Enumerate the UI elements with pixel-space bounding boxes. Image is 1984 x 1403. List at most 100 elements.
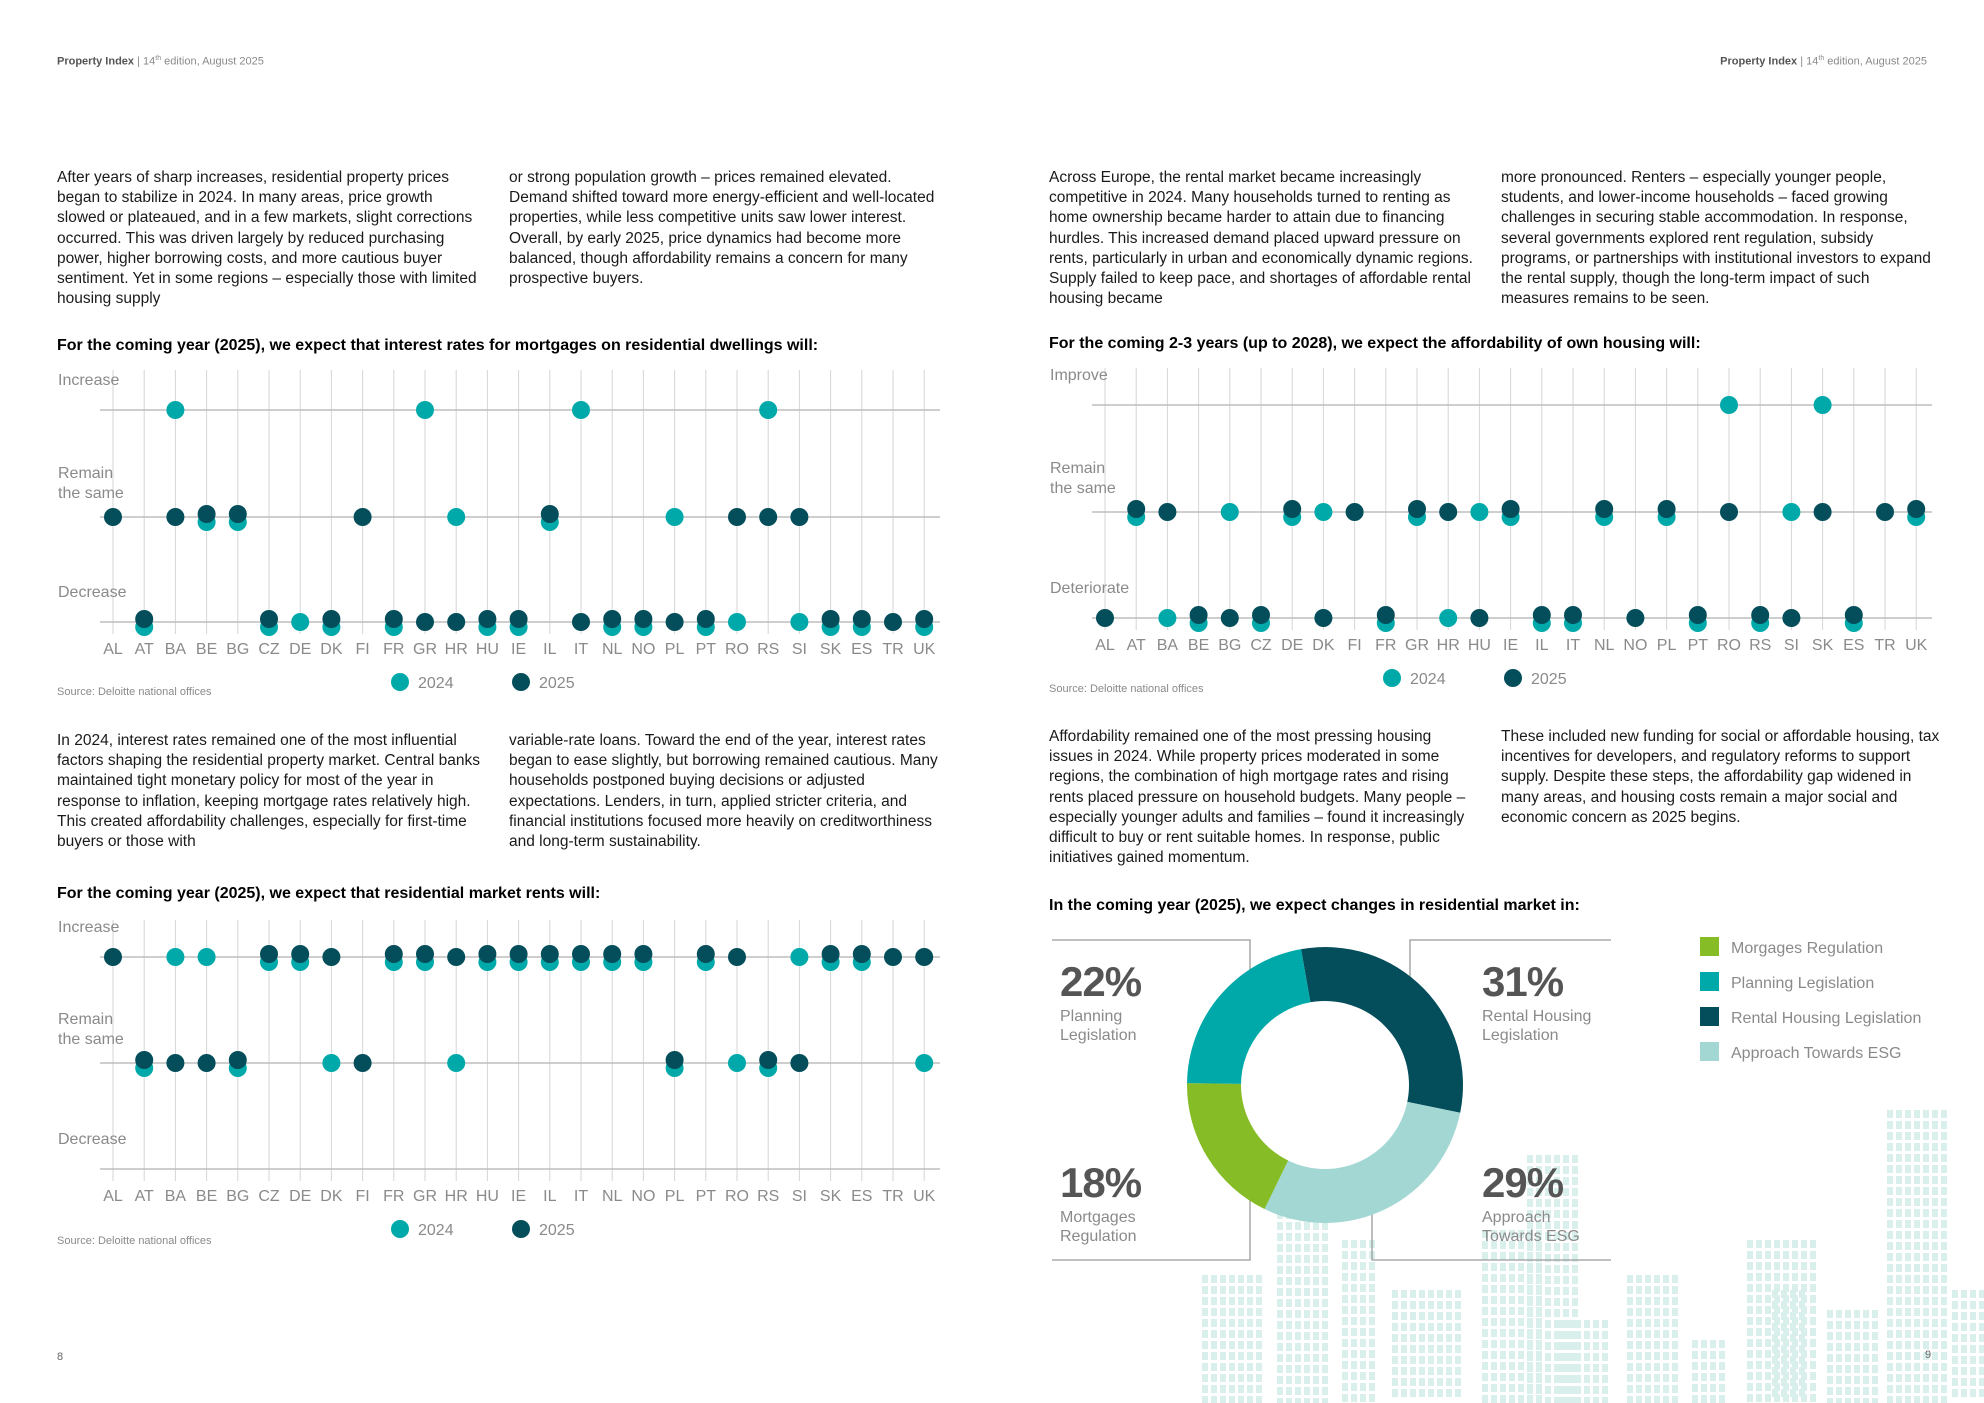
category-label-ie: IE xyxy=(1503,637,1518,654)
donut-slice-approach-towards-esg xyxy=(1264,1101,1461,1223)
dot-2025-ie xyxy=(509,945,528,963)
donut-slice-planning-legislation xyxy=(1187,949,1311,1084)
legend-label-2025: 2025 xyxy=(539,675,575,692)
dot-2025-ro xyxy=(1720,503,1738,521)
dot-2024-hr xyxy=(1439,609,1458,627)
category-label-no: NO xyxy=(631,1188,655,1205)
dot-2025-cz xyxy=(260,610,278,628)
category-label-sk: SK xyxy=(820,1188,842,1205)
dot-2025-fi xyxy=(353,1054,372,1072)
dot-2025-no xyxy=(1626,609,1645,627)
category-label-si: SI xyxy=(1784,637,1799,654)
skyline-building xyxy=(1392,1290,1461,1397)
legend-label-2025: 2025 xyxy=(1531,671,1567,688)
category-label-sk: SK xyxy=(1812,637,1834,654)
category-label-nl: NL xyxy=(602,641,623,658)
chart-title-rents: For the coming year (2025), we expect th… xyxy=(57,885,601,902)
dot-2024-ba xyxy=(166,401,185,419)
legend-dot-2025 xyxy=(512,1220,530,1238)
callout-pct-mortgages: 18% xyxy=(1060,1159,1142,1206)
level-label-remain-the-same: Remain the same xyxy=(58,465,124,502)
dot-2025-pt xyxy=(1688,606,1707,624)
category-label-uk: UK xyxy=(913,1188,936,1205)
city-skyline-decoration xyxy=(1202,1110,1984,1403)
category-label-be: BE xyxy=(196,1188,217,1205)
dot-2025-gr xyxy=(1408,500,1426,518)
dot-2025-sk xyxy=(1813,503,1832,521)
dot-2025-pt xyxy=(696,945,715,963)
category-label-no: NO xyxy=(1623,637,1647,654)
category-label-dk: DK xyxy=(1312,637,1335,654)
legend-dot-2025 xyxy=(1504,669,1522,687)
dot-2025-al xyxy=(104,948,122,966)
callout-label-planning: Planning Legislation xyxy=(1060,1008,1137,1044)
category-label-hr: HR xyxy=(1437,637,1460,654)
dot-2024-ba xyxy=(166,948,185,966)
category-label-al: AL xyxy=(103,1188,123,1205)
callout-pct-planning: 22% xyxy=(1060,958,1142,1005)
category-label-it: IT xyxy=(574,1188,588,1205)
category-label-bg: BG xyxy=(226,641,249,658)
affordability-dot-chart: Improve Remain the same Deteriorate AL AT BA BE… xyxy=(1050,367,1932,688)
category-label-cz: CZ xyxy=(258,1188,280,1205)
category-label-pt: PT xyxy=(1688,637,1709,654)
chart-title-interest-rates: For the coming year (2025), we expect th… xyxy=(57,337,819,354)
category-label-si: SI xyxy=(792,1188,807,1205)
category-label-rs: RS xyxy=(757,641,779,658)
intro-paragraph-col2: or strong population growth – prices rem… xyxy=(509,169,935,288)
rental-paragraph-col2: more pronounced. Renters – especially yo… xyxy=(1501,169,1931,308)
category-label-rs: RS xyxy=(757,1188,779,1205)
page-header-left: Property Index | 14th edition, August 20… xyxy=(57,55,264,68)
dot-2025-rs xyxy=(759,508,778,526)
category-label-de: DE xyxy=(289,1188,311,1205)
category-label-uk: UK xyxy=(1905,637,1928,654)
dot-2025-fr xyxy=(1376,606,1395,624)
category-label-it: IT xyxy=(574,641,588,658)
dot-2025-nl xyxy=(1595,500,1614,518)
legend-swatch-rental xyxy=(1700,1007,1719,1026)
category-label-ro: RO xyxy=(725,1188,749,1205)
category-label-it: IT xyxy=(1566,637,1580,654)
dot-2025-it xyxy=(572,945,590,963)
dot-2025-es xyxy=(852,610,871,628)
dot-2025-be xyxy=(1189,606,1208,624)
category-label-pt: PT xyxy=(696,1188,717,1205)
category-label-ie: IE xyxy=(511,641,526,658)
dot-2025-fi xyxy=(1345,503,1364,521)
interest-paragraph-col1: In 2024, interest rates remained one of … xyxy=(57,732,481,851)
level-label-remain-the-same: Remain the same xyxy=(1050,460,1116,497)
chart-title-market-changes: In the coming year (2025), we expect cha… xyxy=(1049,897,1580,914)
dot-2025-al xyxy=(1096,609,1114,627)
category-label-es: ES xyxy=(851,641,872,658)
category-label-al: AL xyxy=(103,641,123,658)
dot-2025-cz xyxy=(1252,606,1270,624)
category-label-gr: GR xyxy=(413,641,437,658)
skyline-building xyxy=(1772,1290,1805,1397)
dot-2025-pl xyxy=(1657,500,1676,518)
dot-2025-ro xyxy=(728,948,746,966)
dot-2025-pt xyxy=(696,610,715,628)
category-label-hr: HR xyxy=(445,641,468,658)
interest-paragraph-col2: variable-rate loans. Toward the end of t… xyxy=(509,732,938,851)
rental-paragraph-col1: Across Europe, the rental market became … xyxy=(1049,169,1473,308)
callout-line-esg xyxy=(1371,1205,1611,1261)
dot-2024-uk xyxy=(915,1054,934,1072)
dot-2025-bg xyxy=(1220,609,1239,627)
dot-2025-be xyxy=(197,1054,216,1072)
dot-2025-uk xyxy=(915,948,934,966)
dot-2025-nl xyxy=(603,945,622,963)
category-label-es: ES xyxy=(1843,637,1864,654)
category-label-hu: HU xyxy=(1468,637,1491,654)
dot-2025-il xyxy=(540,505,559,523)
dot-2024-si xyxy=(1782,503,1801,521)
dot-2025-es xyxy=(1844,606,1863,624)
skyline-building xyxy=(1747,1240,1816,1402)
dot-2025-sk xyxy=(821,945,840,963)
dot-2024-pl xyxy=(665,508,684,526)
dot-2025-it xyxy=(1564,606,1582,624)
donut-slice-rental-housing-legislation xyxy=(1301,947,1463,1113)
right-page: Property Index | 14th edition, August 20… xyxy=(992,0,1984,1403)
category-label-ro: RO xyxy=(725,641,749,658)
dot-2025-fi xyxy=(353,508,372,526)
dot-2025-hu xyxy=(478,945,497,963)
